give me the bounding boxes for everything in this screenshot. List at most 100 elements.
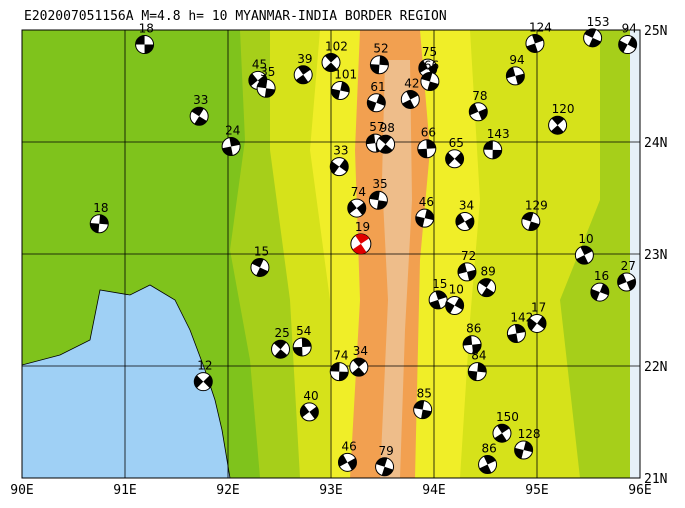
- ball-quadrant: [454, 152, 464, 166]
- depth-label: 85: [417, 387, 432, 401]
- beachball: [193, 372, 213, 392]
- beachball: [299, 402, 319, 422]
- beachball: [349, 357, 369, 377]
- beachball: [445, 149, 465, 169]
- y-tick-label: 21N: [644, 472, 667, 487]
- ball-quadrant: [497, 424, 510, 434]
- ball-quadrant: [454, 297, 464, 310]
- ball-quadrant: [413, 400, 425, 410]
- ball-quadrant: [455, 213, 465, 227]
- x-tick-label: 94E: [422, 483, 445, 498]
- ball-quadrant: [379, 144, 393, 154]
- ball-quadrant: [406, 90, 419, 100]
- ball-quadrant: [301, 337, 312, 347]
- beachball: [413, 400, 433, 420]
- beachball: [574, 245, 594, 265]
- ball-quadrant: [478, 278, 492, 288]
- beachball: [514, 440, 534, 460]
- depth-label: 66: [421, 126, 436, 140]
- ball-quadrant: [376, 457, 388, 467]
- ball-quadrant: [273, 340, 287, 350]
- beachball: [483, 140, 503, 160]
- depth-label: 12: [197, 359, 212, 373]
- ball-quadrant: [580, 246, 593, 256]
- ball-quadrant: [229, 137, 240, 147]
- depth-label: 10: [449, 283, 464, 297]
- beachball: [369, 55, 389, 75]
- ball-quadrant: [514, 324, 526, 334]
- depth-label: 45: [252, 57, 267, 71]
- ball-quadrant: [99, 214, 109, 225]
- ball-quadrant: [435, 290, 447, 300]
- depth-label: 42: [404, 76, 419, 90]
- depth-label: 34: [459, 199, 474, 213]
- beachball: [135, 35, 155, 55]
- beachball: [525, 33, 545, 53]
- depth-label: 79: [379, 444, 394, 458]
- x-tick-label: 92E: [216, 483, 239, 498]
- ball-quadrant: [402, 99, 415, 109]
- beachball: [527, 313, 547, 333]
- ball-quadrant: [515, 73, 525, 85]
- depth-label: 10: [578, 232, 593, 246]
- ball-quadrant: [376, 94, 386, 106]
- ball-quadrant: [477, 362, 487, 373]
- ball-quadrant: [338, 454, 348, 467]
- ball-quadrant: [618, 40, 628, 53]
- ball-quadrant: [584, 28, 597, 38]
- y-tick-label: 22N: [644, 360, 667, 375]
- ball-quadrant: [421, 409, 432, 419]
- ball-quadrant: [300, 404, 310, 418]
- ball-quadrant: [330, 362, 340, 372]
- ball-quadrant: [427, 63, 437, 76]
- depth-label: 150: [496, 410, 519, 424]
- y-tick-label: 24N: [644, 136, 667, 151]
- beachball: [477, 278, 497, 298]
- depth-label: 15: [432, 277, 447, 291]
- ball-quadrant: [295, 74, 309, 84]
- depth-label: 34: [353, 344, 368, 358]
- beachball: [506, 324, 526, 344]
- depth-label: 65: [449, 136, 464, 150]
- depth-label: 89: [481, 265, 496, 279]
- beachball: [256, 78, 276, 98]
- depth-label: 24: [225, 123, 240, 137]
- ball-quadrant: [135, 35, 145, 45]
- depth-label: 54: [296, 324, 311, 338]
- depth-label: 98: [380, 121, 395, 135]
- ball-quadrant: [367, 99, 377, 112]
- ball-quadrant: [222, 146, 233, 156]
- ball-quadrant: [264, 88, 276, 98]
- ball-quadrant: [369, 191, 380, 201]
- depth-label: 35: [372, 177, 387, 191]
- depth-label: 17: [531, 300, 546, 314]
- ball-quadrant: [274, 349, 288, 359]
- ball-quadrant: [424, 209, 434, 221]
- ball-quadrant: [627, 36, 637, 49]
- depth-label: 94: [622, 22, 637, 36]
- depth-label: 153: [587, 15, 610, 29]
- ball-quadrant: [378, 135, 392, 145]
- beachball: [468, 102, 488, 122]
- map-title: E202007051156A M=4.8 h= 10 MYANMAR-INDIA…: [24, 9, 447, 24]
- beachball: [368, 190, 388, 210]
- beachball: [457, 262, 477, 282]
- beachball: [583, 28, 603, 48]
- ball-quadrant: [532, 34, 544, 44]
- depth-label: 33: [193, 93, 208, 107]
- beachball: [293, 65, 313, 85]
- ball-quadrant: [356, 202, 366, 216]
- ball-quadrant: [376, 200, 388, 210]
- ball-quadrant: [194, 375, 204, 389]
- ball-quadrant: [590, 288, 600, 301]
- ball-quadrant: [309, 406, 319, 420]
- ball-quadrant: [551, 116, 565, 126]
- beachball: [292, 337, 312, 357]
- beachball: [420, 72, 440, 92]
- ball-quadrant: [550, 125, 564, 135]
- depth-label: 84: [471, 349, 486, 363]
- ball-quadrant: [379, 55, 389, 66]
- depth-label: 40: [303, 389, 318, 403]
- x-tick-label: 96E: [628, 483, 651, 498]
